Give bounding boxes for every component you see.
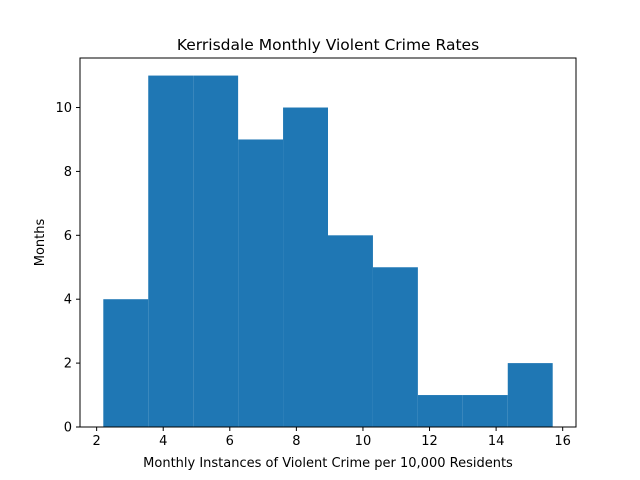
histogram-bar [193, 75, 239, 428]
x-axis-label: Monthly Instances of Violent Crime per 1… [143, 456, 513, 471]
x-axis-ticks: 2 4 6 8 10 12 14 16 [93, 427, 571, 449]
y-tick-label: 4 [64, 293, 72, 308]
histogram-bar [462, 395, 508, 427]
histogram-bar [238, 139, 284, 427]
histogram-bar [283, 107, 328, 428]
x-tick-label: 6 [226, 434, 234, 449]
chart-title: Kerrisdale Monthly Violent Crime Rates [177, 36, 479, 54]
x-tick-label: 8 [292, 434, 300, 449]
histogram-bar [103, 299, 149, 427]
x-tick-label: 14 [488, 434, 505, 449]
y-tick-label: 8 [64, 165, 72, 180]
y-tick-label: 0 [64, 421, 72, 436]
x-tick-label: 12 [421, 434, 438, 449]
histogram-bar [328, 235, 373, 427]
x-tick-label: 16 [554, 434, 571, 449]
plot-frame [79, 57, 577, 428]
y-axis-ticks: 0 2 4 6 8 10 [55, 101, 80, 436]
x-tick-label: 10 [355, 434, 372, 449]
x-tick-label: 2 [93, 434, 101, 449]
y-tick-label: 2 [64, 357, 72, 372]
bars-layer [103, 75, 553, 428]
y-tick-label: 10 [55, 101, 72, 116]
x-tick-label: 4 [159, 434, 167, 449]
histogram-bar [372, 267, 418, 427]
y-tick-label: 6 [64, 229, 72, 244]
histogram-bar [507, 363, 553, 427]
histogram-bar [417, 395, 463, 427]
y-axis-label: Months [33, 219, 48, 267]
histogram-bar [148, 75, 194, 428]
